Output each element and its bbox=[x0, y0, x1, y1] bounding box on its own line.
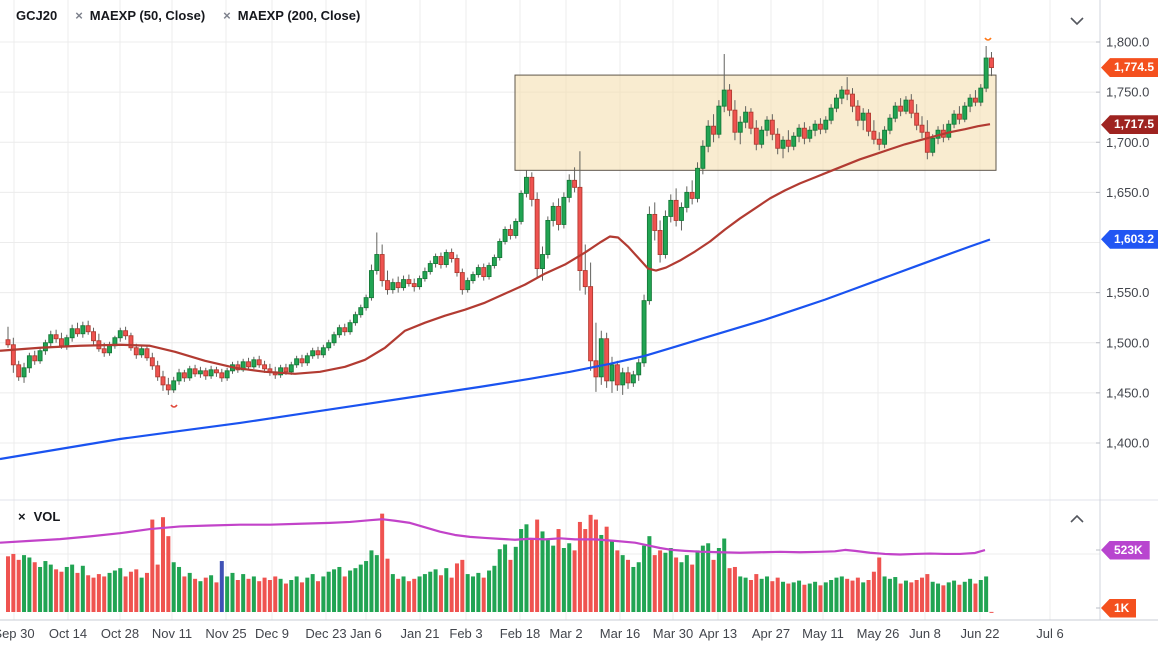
x-axis-label: Nov 25 bbox=[205, 626, 246, 641]
indicator-ma50: × MAEXP (50, Close) bbox=[75, 8, 205, 23]
ma-line-50 bbox=[0, 123, 991, 375]
volume-series bbox=[6, 513, 994, 613]
volume-pane-legend: × VOL bbox=[18, 509, 60, 524]
time-axis[interactable]: Sep 30 Oct 14 Oct 28 Nov 11 Nov 25 Dec 9 Dec 2… bbox=[0, 626, 1064, 641]
axis-badge-17175: 1,717.5 bbox=[1101, 115, 1158, 135]
close-icon[interactable]: × bbox=[75, 8, 83, 23]
chevron-up-icon[interactable] bbox=[1063, 508, 1091, 530]
x-axis-label: Mar 30 bbox=[653, 626, 693, 641]
x-axis-label: Sep 30 bbox=[0, 626, 35, 641]
x-axis-label: Dec 23 bbox=[305, 626, 346, 641]
y-axis-label: 1,750.0 bbox=[1106, 85, 1149, 100]
highlight-box-annotation[interactable] bbox=[514, 74, 997, 171]
y-axis-label: 1,450.0 bbox=[1106, 385, 1149, 400]
x-axis-label: Apr 27 bbox=[752, 626, 790, 641]
x-axis-label: Oct 28 bbox=[101, 626, 139, 641]
x-axis-label: Jun 8 bbox=[909, 626, 941, 641]
x-axis-label: Feb 3 bbox=[449, 626, 482, 641]
indicator-ma200: × MAEXP (200, Close) bbox=[223, 8, 360, 23]
price-axis[interactable]: 1,800.0 1,750.0 1,700.0 1,650.0 1,550.0 1,500… bbox=[1096, 35, 1149, 609]
y-axis-label: 1,500.0 bbox=[1106, 335, 1149, 350]
sell-marker-icon bbox=[170, 404, 178, 408]
y-axis-label: 1,700.0 bbox=[1106, 135, 1149, 150]
x-axis-label: May 26 bbox=[857, 626, 900, 641]
y-axis-label: 1,400.0 bbox=[1106, 436, 1149, 451]
symbol-label: GCJ20 bbox=[16, 8, 58, 23]
axis-badge-17745: 1,774.5 bbox=[1101, 58, 1158, 78]
close-icon[interactable]: × bbox=[18, 509, 26, 524]
ma-line-200 bbox=[0, 238, 991, 461]
indicator-ma50-label: MAEXP (50, Close) bbox=[89, 8, 206, 23]
y-axis-label: 1,650.0 bbox=[1106, 185, 1149, 200]
volume-ma-line bbox=[0, 518, 986, 556]
indicator-ma200-label: MAEXP (200, Close) bbox=[237, 8, 361, 23]
axis-badge-16032: 1,603.2 bbox=[1101, 229, 1158, 249]
axis-badge-523k: 523K bbox=[1101, 540, 1150, 560]
x-axis-label: Feb 18 bbox=[500, 626, 540, 641]
x-axis-label: Jan 21 bbox=[400, 626, 439, 641]
x-axis-label: Jul 6 bbox=[1036, 626, 1063, 641]
x-axis-label: Oct 14 bbox=[49, 626, 87, 641]
x-axis-label: May 11 bbox=[802, 626, 844, 641]
main-pane-legend: GCJ20 × MAEXP (50, Close) × MAEXP (200, … bbox=[16, 8, 360, 23]
x-axis-label: Jan 6 bbox=[350, 626, 382, 641]
x-axis-label: Mar 2 bbox=[549, 626, 582, 641]
chevron-down-icon[interactable] bbox=[1063, 10, 1091, 32]
y-axis-label: 1,550.0 bbox=[1106, 285, 1149, 300]
volume-label: VOL bbox=[33, 509, 61, 524]
x-axis-label: Nov 11 bbox=[152, 626, 192, 641]
axis-badge-1k: 1K bbox=[1101, 598, 1137, 618]
x-axis-label: Dec 9 bbox=[255, 626, 289, 641]
x-axis-label: Mar 16 bbox=[600, 626, 640, 641]
alert-marker-icon bbox=[984, 37, 992, 41]
y-axis-label: 1,800.0 bbox=[1106, 35, 1149, 50]
close-icon[interactable]: × bbox=[223, 8, 231, 23]
symbol-title: GCJ20 bbox=[16, 8, 57, 23]
x-axis-label: Apr 13 bbox=[699, 626, 737, 641]
x-axis-label: Jun 22 bbox=[960, 626, 999, 641]
candlestick-series bbox=[5, 46, 994, 395]
